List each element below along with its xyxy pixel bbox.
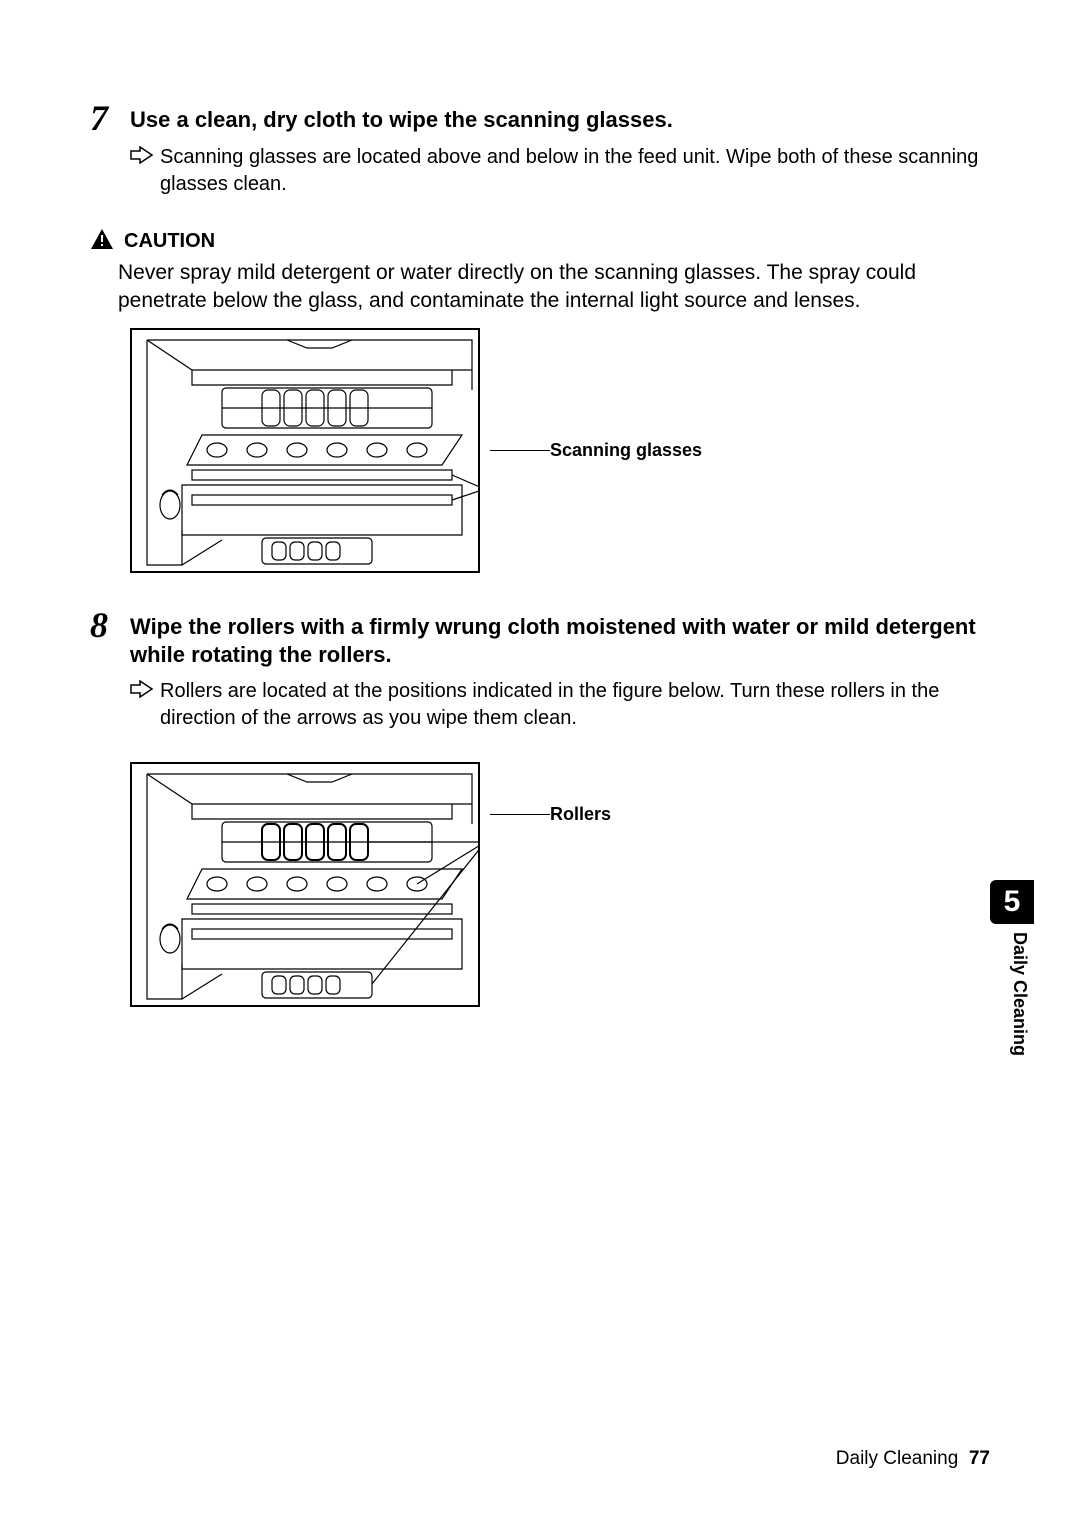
chapter-tab: 5: [990, 880, 1034, 924]
caution-header: CAUTION: [90, 228, 990, 255]
figure-1-label-text: Scanning glasses: [550, 440, 702, 460]
step-8-note-text: Rollers are located at the positions ind…: [160, 678, 990, 732]
step-8-title: Wipe the rollers with a firmly wrung clo…: [130, 607, 990, 670]
step-8: 8 Wipe the rollers with a firmly wrung c…: [90, 607, 990, 732]
figure-2-label-text: Rollers: [550, 804, 611, 824]
caution-icon: [90, 228, 118, 255]
figure-1-illustration: [130, 328, 480, 573]
figure-1-label: Scanning glasses: [550, 440, 702, 461]
figure-2-illustration: [130, 762, 480, 1007]
caution-block: CAUTION Never spray mild detergent or wa…: [90, 228, 990, 316]
figure-1-block: Scanning glasses: [130, 328, 990, 573]
step-7-note-text: Scanning glasses are located above and b…: [160, 144, 990, 198]
step-8-header: 8 Wipe the rollers with a firmly wrung c…: [90, 607, 990, 670]
step-7-number: 7: [90, 100, 130, 136]
step-8-note-row: Rollers are located at the positions ind…: [130, 678, 990, 732]
figure-2-block: Rollers: [130, 762, 990, 1007]
caution-label: CAUTION: [124, 230, 215, 253]
step-8-number: 8: [90, 607, 130, 643]
chapter-label: Daily Cleaning: [1009, 932, 1030, 1056]
footer-page: 77: [969, 1448, 990, 1469]
chapter-number: 5: [1004, 885, 1021, 919]
footer-section: Daily Cleaning: [836, 1448, 959, 1469]
page-footer: Daily Cleaning 77: [836, 1448, 990, 1470]
step-7-title: Use a clean, dry cloth to wipe the scann…: [130, 100, 673, 135]
step-7-note-row: Scanning glasses are located above and b…: [130, 144, 990, 198]
note-arrow-icon: [130, 678, 160, 703]
step-7-header: 7 Use a clean, dry cloth to wipe the sca…: [90, 100, 990, 136]
note-arrow-icon: [130, 144, 160, 169]
figure-2-label: Rollers: [550, 804, 611, 825]
caution-text: Never spray mild detergent or water dire…: [118, 259, 990, 316]
step-7: 7 Use a clean, dry cloth to wipe the sca…: [90, 100, 990, 198]
